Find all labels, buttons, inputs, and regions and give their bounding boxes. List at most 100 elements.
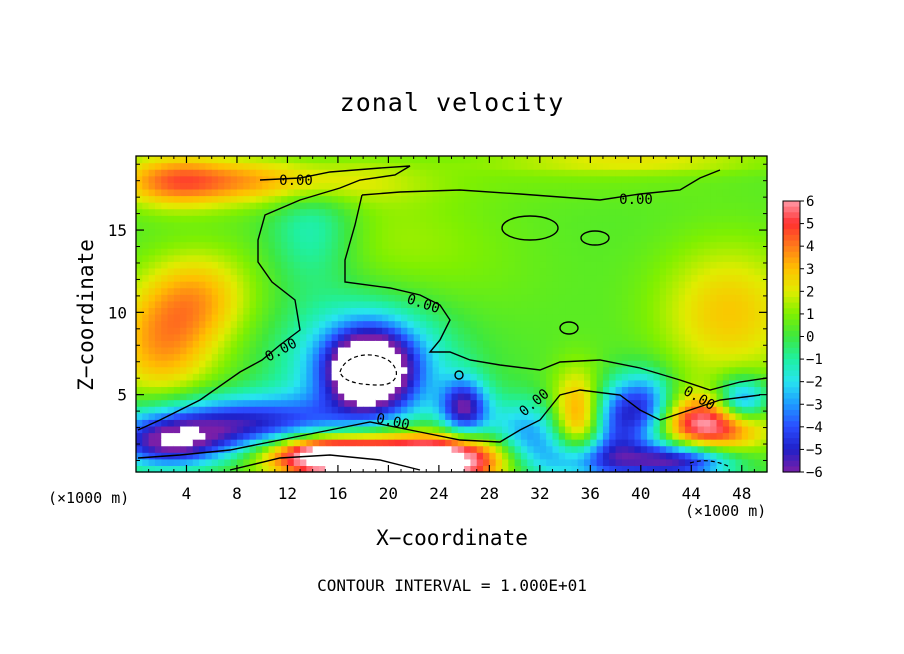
heatmap-cell	[154, 314, 162, 322]
heatmap-cell	[489, 346, 497, 355]
heatmap-cell	[647, 208, 655, 216]
heatmap-cell	[262, 320, 270, 328]
heatmap-cell	[438, 281, 446, 289]
heatmap-cell	[489, 333, 497, 341]
heatmap-cell	[628, 188, 636, 197]
heatmap-cell	[571, 439, 579, 447]
heatmap-cell	[514, 274, 522, 282]
heatmap-cell	[476, 465, 484, 473]
heatmap-cell	[401, 445, 408, 453]
heatmap-cell	[735, 327, 743, 335]
heatmap-cell	[369, 445, 377, 453]
heatmap-cell	[602, 156, 610, 164]
heatmap-cell	[268, 406, 276, 414]
heatmap-cell	[432, 202, 440, 210]
x-tick-label: 12	[278, 484, 297, 503]
heatmap-cell	[186, 307, 194, 315]
heatmap-cell	[634, 188, 642, 197]
heatmap-cell	[136, 465, 143, 473]
heatmap-cell	[628, 248, 636, 256]
heatmap-cell	[470, 228, 478, 236]
heatmap-cell	[621, 452, 629, 460]
heatmap-cell	[356, 346, 364, 355]
heatmap-cell	[382, 221, 389, 230]
heatmap-cell	[684, 235, 692, 243]
heatmap-cell	[281, 452, 289, 460]
heatmap-cell	[710, 379, 718, 388]
heatmap-cell	[394, 419, 402, 427]
heatmap-cell	[691, 458, 699, 467]
heatmap-cell	[565, 156, 572, 164]
heatmap-cell	[136, 274, 143, 282]
heatmap-cell	[527, 261, 535, 269]
heatmap-cell	[697, 412, 705, 420]
heatmap-cell	[243, 156, 251, 164]
heatmap-cell	[413, 156, 421, 164]
heatmap-cell	[609, 202, 617, 210]
heatmap-cell	[691, 419, 699, 427]
heatmap-cell	[211, 340, 219, 348]
heatmap-cell	[716, 248, 724, 256]
heatmap-cell	[501, 353, 509, 361]
heatmap-cell	[192, 353, 200, 361]
heatmap-cell	[653, 353, 661, 361]
heatmap-cell	[748, 314, 755, 322]
heatmap-cell	[596, 188, 604, 197]
heatmap-cell	[445, 169, 453, 177]
heatmap-cell	[180, 228, 188, 236]
heatmap-cell	[754, 452, 762, 460]
heatmap-cell	[205, 248, 213, 256]
heatmap-cell	[748, 346, 755, 355]
heatmap-cell	[495, 419, 503, 427]
heatmap-cell	[287, 307, 295, 315]
heatmap-cell	[426, 360, 434, 368]
heatmap-cell	[426, 169, 434, 177]
heatmap-cell	[615, 261, 623, 269]
heatmap-cell	[748, 162, 755, 170]
heatmap-cell	[375, 314, 383, 322]
heatmap-cell	[325, 360, 333, 368]
heatmap-cell	[735, 399, 743, 407]
heatmap-cell	[205, 294, 213, 302]
heatmap-cell	[678, 254, 686, 262]
heatmap-cell	[243, 221, 251, 230]
heatmap-cell	[224, 274, 232, 282]
heatmap-cell	[369, 346, 377, 355]
heatmap-cell	[300, 241, 307, 249]
heatmap-cell	[218, 162, 225, 170]
heatmap-cell	[413, 287, 421, 295]
heatmap-cell	[678, 327, 686, 335]
heatmap-cell	[596, 419, 604, 427]
heatmap-cell	[647, 320, 655, 328]
heatmap-cell	[300, 254, 307, 262]
heatmap-cell	[337, 386, 345, 394]
heatmap-cell	[192, 393, 200, 401]
heatmap-cell	[274, 432, 282, 440]
heatmap-cell	[653, 366, 661, 374]
heatmap-cell	[306, 156, 314, 164]
heatmap-cell	[666, 320, 673, 328]
heatmap-cell	[666, 281, 673, 289]
heatmap-cell	[230, 208, 238, 216]
heatmap-cell	[590, 320, 598, 328]
heatmap-cell	[148, 353, 156, 361]
heatmap-cell	[167, 228, 175, 236]
heatmap-cell	[432, 458, 440, 467]
heatmap-cell	[369, 399, 377, 407]
heatmap-cell	[211, 241, 219, 249]
heatmap-cell	[748, 235, 755, 243]
heatmap-cell	[483, 228, 490, 236]
heatmap-cell	[539, 386, 547, 394]
heatmap-cell	[748, 419, 755, 427]
heatmap-cell	[647, 241, 655, 249]
heatmap-cell	[546, 208, 554, 216]
heatmap-cell	[262, 425, 270, 434]
heatmap-cell	[628, 412, 636, 420]
heatmap-cell	[306, 208, 314, 216]
heatmap-cell	[596, 162, 604, 170]
heatmap-cell	[483, 261, 490, 269]
heatmap-cell	[653, 215, 661, 223]
heatmap-cell	[218, 425, 225, 434]
heatmap-cell	[508, 346, 516, 355]
heatmap-cell	[432, 393, 440, 401]
